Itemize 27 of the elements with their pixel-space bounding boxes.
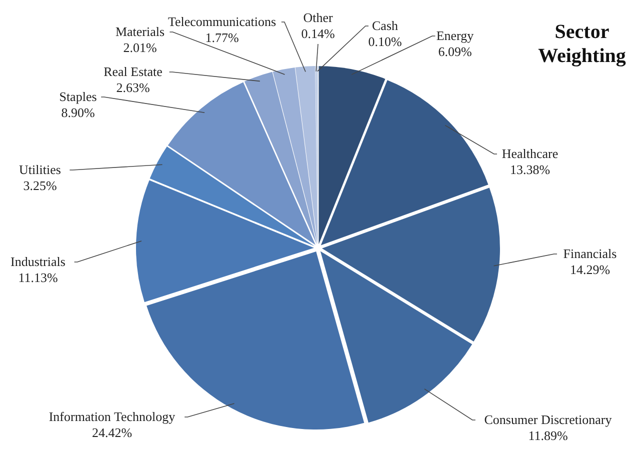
slice-label: Telecommunications: [168, 14, 276, 29]
slice-label: Consumer Discretionary: [484, 412, 612, 427]
data-label: 2.63%: [116, 80, 150, 95]
data-label: 24.42%: [92, 425, 132, 440]
data-label: 0.14%: [301, 26, 335, 41]
data-label: 6.09%: [438, 44, 472, 59]
data-label: 11.13%: [18, 270, 58, 285]
slice-label: Financials: [563, 246, 617, 261]
text: Sector Weighting: [538, 21, 626, 67]
slice-label: Utilities: [19, 162, 61, 177]
data-label: 2.01%: [123, 40, 157, 55]
data-label: 1.77%: [205, 30, 239, 45]
slice-label: Materials: [115, 24, 165, 39]
slice-label: Staples: [59, 89, 97, 104]
data-label: 3.25%: [23, 178, 57, 193]
data-label: 13.38%: [510, 162, 550, 177]
slice-label: Cash: [372, 18, 398, 33]
slice-label: Other: [303, 10, 334, 25]
data-label: 0.10%: [368, 34, 402, 49]
slice-label: Healthcare: [502, 146, 558, 161]
slice-label: Information Technology: [48, 409, 176, 424]
data-label: 11.89%: [528, 428, 568, 443]
data-label: 8.90%: [61, 105, 95, 120]
slice-label: Real Estate: [104, 64, 163, 79]
slice-label: Energy: [436, 28, 474, 43]
data-label: 14.29%: [570, 262, 610, 277]
slice-label: Industrials: [10, 254, 66, 269]
